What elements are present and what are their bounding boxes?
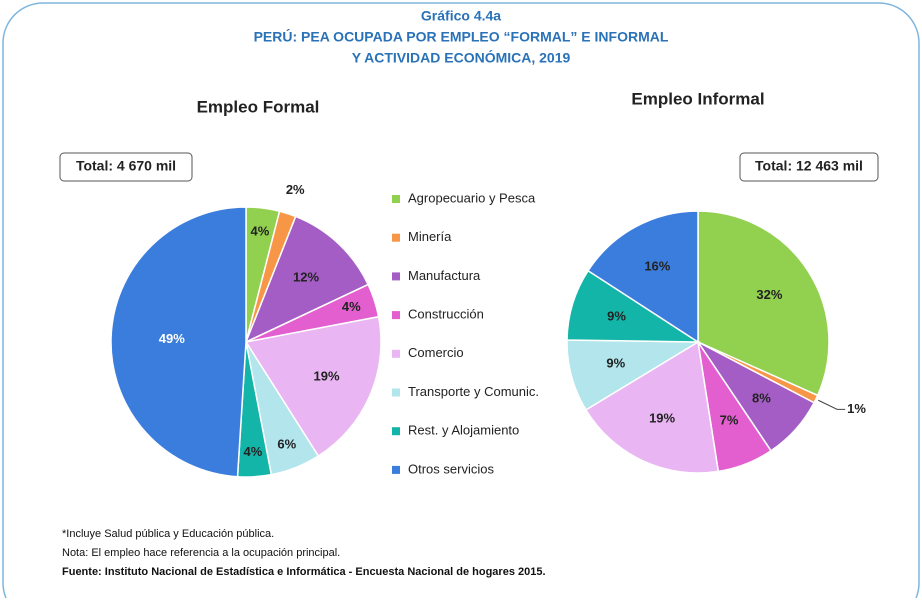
data-label: 7% [720,413,739,428]
total-label: Total: 12 463 mil [755,158,863,174]
legend-swatch [392,233,400,242]
pie-slice [110,206,247,478]
note: Nota: El empleo hace referencia a la ocu… [62,547,340,559]
data-label: 49% [159,331,185,346]
legend-swatch [392,388,400,397]
legend-label: Comercio [408,345,464,360]
legend-label: Minería [408,229,452,244]
legend-label: Transporte y Comunic. [408,384,539,399]
legend-swatch [392,465,400,474]
data-label: 19% [314,368,340,383]
legend-label: Manufactura [408,268,481,283]
data-label: 12% [293,269,319,284]
legend-label: Rest. y Alojamiento [408,423,519,438]
total-box [739,152,879,182]
data-label: 9% [606,356,625,371]
data-label: 6% [277,436,296,451]
legend-swatch [392,272,400,281]
pie-slice [244,315,382,458]
total-box [59,152,193,182]
pie-title: Empleo Formal [197,97,320,116]
data-label: 16% [644,259,670,274]
pie-slice [244,215,370,344]
pie-slice [697,210,830,397]
title: Gráfico 4.4a [421,8,501,24]
legend-label: Construcción [408,307,484,322]
note: *Incluye Salud pública y Educación públi… [62,528,274,540]
data-label: 4% [250,224,269,239]
pie-title: Empleo Informal [631,89,764,108]
pie-slice [584,340,720,474]
data-label: 9% [607,309,626,324]
title: PERÚ: PEA OCUPADA POR EMPLEO “FORMAL” E … [254,28,669,45]
pie-slice [587,210,699,344]
leader-line [818,399,846,410]
legend-label: Otros servicios [408,461,494,476]
data-label: 4% [244,444,263,459]
total-label: Total: 4 670 mil [76,158,176,174]
source: Fuente: Instituto Nacional de Estadístic… [62,566,546,578]
data-label: 8% [752,390,771,405]
title: Y ACTIVIDAD ECONÓMICA, 2019 [352,49,571,66]
data-label: 19% [649,411,675,426]
legend-swatch [392,427,400,436]
legend-swatch [392,195,400,203]
data-label: 32% [756,287,782,302]
legend-swatch [392,349,400,358]
data-label: 1% [847,401,866,416]
legend-swatch [392,311,400,320]
data-label: 4% [342,299,361,314]
legend-label: Agropecuario y Pesca [408,190,536,205]
data-label: 2% [286,182,305,197]
